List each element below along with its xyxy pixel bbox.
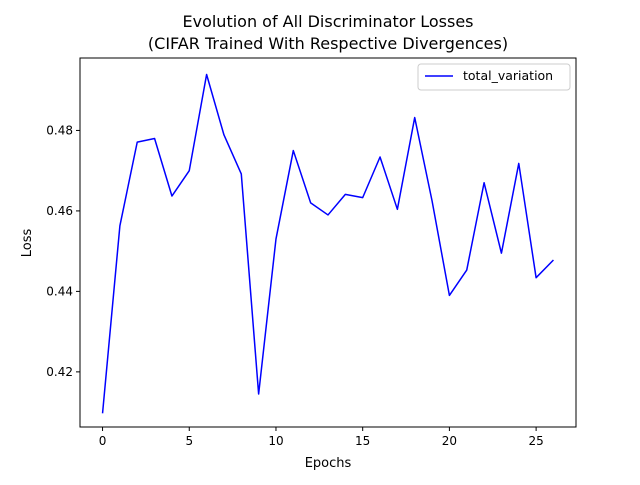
plot-area-frame [79, 57, 577, 428]
x-tick-label: 20 [442, 434, 457, 448]
x-tick-label: 25 [528, 434, 543, 448]
x-tick-label: 0 [99, 434, 107, 448]
y-tick-label: 0.48 [46, 123, 73, 137]
y-axis-label: Loss [20, 229, 35, 258]
x-tick-label: 15 [355, 434, 370, 448]
legend-box [417, 63, 571, 91]
series-line-total-variation [101, 73, 554, 414]
y-tick-label: 0.44 [46, 284, 73, 298]
y-tick-label: 0.46 [46, 204, 73, 218]
legend: total_variation [417, 63, 571, 91]
chart-subtitle: (CIFAR Trained With Respective Divergenc… [148, 34, 508, 53]
x-axis-ticks: 0 5 10 15 20 25 [99, 427, 544, 448]
x-tick-label: 5 [185, 434, 193, 448]
y-tick-label: 0.42 [46, 365, 73, 379]
x-axis-label: Epochs [305, 456, 352, 471]
x-tick-label: 10 [268, 434, 283, 448]
chart-title: Evolution of All Discriminator Losses [182, 12, 473, 31]
legend-label-total-variation: total_variation [463, 68, 553, 83]
y-axis-ticks: 0.42 0.44 0.46 0.48 [46, 123, 80, 379]
